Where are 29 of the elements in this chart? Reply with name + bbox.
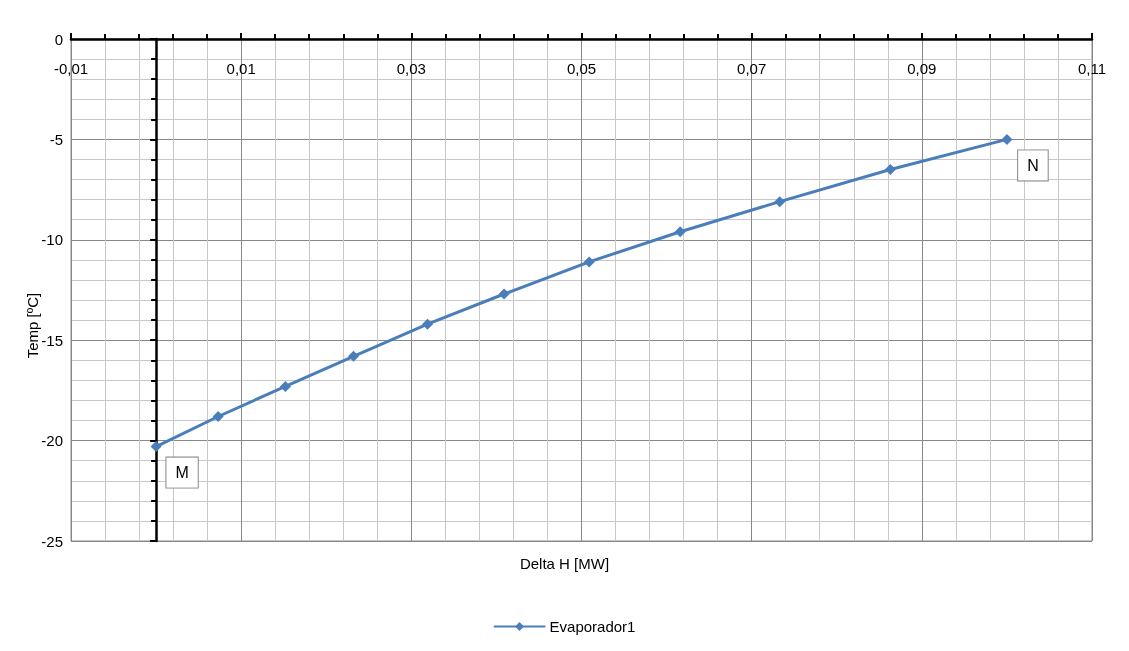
- x-tick-label: 0,05: [566, 60, 597, 77]
- point: [347, 350, 359, 362]
- point: [674, 226, 686, 238]
- y-tick-label: -25: [41, 532, 63, 550]
- annotation: N: [1027, 156, 1039, 174]
- point: [150, 441, 162, 453]
- point: [884, 164, 896, 176]
- point: [498, 288, 510, 300]
- legend-label: Evaporador1: [549, 618, 636, 635]
- point: [279, 380, 291, 392]
- point: [1001, 133, 1013, 145]
- x-tick-label: 0,11: [1077, 60, 1107, 77]
- point: [422, 318, 433, 330]
- y-tick-label: -15: [41, 331, 63, 349]
- y-tick-label: 0: [54, 30, 63, 48]
- y-tick-label: -20: [41, 432, 63, 450]
- x-tick-label: 0,03: [396, 60, 426, 77]
- y-tick-label: -5: [49, 130, 63, 148]
- y-tick-label: -10: [41, 231, 63, 249]
- point: [212, 411, 224, 422]
- point: [774, 196, 786, 208]
- x-tick-label: 0,01: [226, 60, 256, 77]
- x-tick-label: 0,07: [737, 60, 767, 77]
- x-tick-label: -0,01: [53, 60, 89, 77]
- point: [583, 256, 595, 268]
- x-axis-title: Delta H [MW]: [519, 555, 610, 572]
- annotation: M: [175, 464, 189, 482]
- x-tick-label: 0,09: [907, 60, 937, 77]
- y-axis-title: Temp [ºC]: [24, 292, 41, 359]
